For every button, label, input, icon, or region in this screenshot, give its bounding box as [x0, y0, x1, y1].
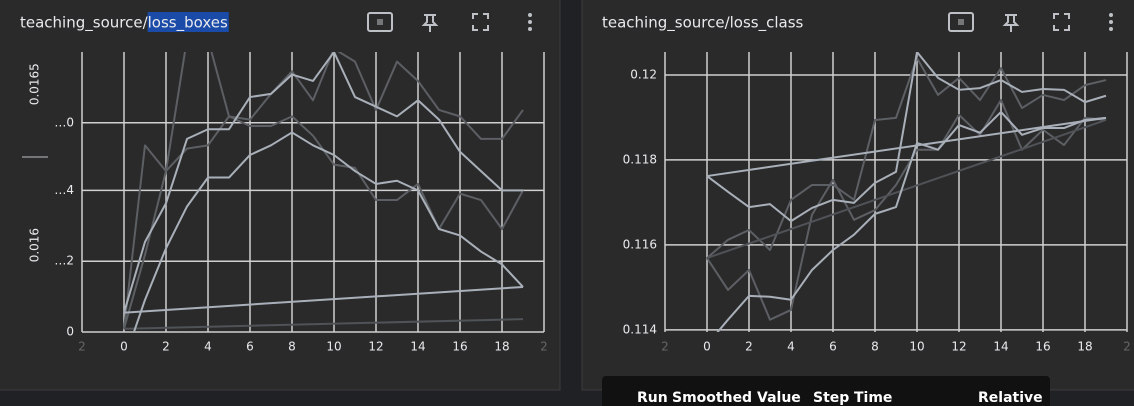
x-tick-label: 8: [288, 340, 296, 354]
toolbar: [367, 12, 1113, 32]
series-line: [706, 52, 1107, 223]
column-header: Step: [813, 390, 849, 406]
fit-domain-button[interactable]: [948, 12, 974, 32]
x-tick-label: 10: [909, 340, 924, 354]
x-tick-label: 2: [540, 340, 548, 354]
x-tick-label: 12: [951, 340, 966, 354]
series-line: [716, 110, 1107, 332]
x-tick-label: 2: [745, 340, 753, 354]
chart: 2 0 2 4 6 8 10 12 14 16 18 2 0.114 0.116 0.118 0.12: [623, 52, 1131, 354]
x-tick-label: 8: [871, 340, 879, 354]
x-tick-label: 6: [246, 340, 254, 354]
series-line: [123, 52, 524, 330]
series-line: [706, 56, 1107, 259]
x-tick-label: 18: [494, 340, 509, 354]
series-line: [123, 52, 523, 313]
y-axis-tick-label: 0.016: [28, 228, 42, 262]
series-group: [706, 52, 1107, 332]
series-line: [123, 285, 524, 314]
x-tick-label: 16: [452, 340, 467, 354]
fullscreen-button[interactable]: [1053, 13, 1070, 31]
tooltip: [602, 376, 1050, 406]
y-tick-label: 0: [66, 325, 74, 339]
x-tick-label: 2: [661, 340, 669, 354]
pin-button[interactable]: [1002, 14, 1020, 32]
x-tick-label: 18: [1077, 340, 1092, 354]
card: [581, 0, 1134, 391]
y-tick-label: …2: [54, 254, 74, 268]
x-tick-label: 4: [204, 340, 212, 354]
column-header: Relative: [978, 390, 1043, 406]
card-title: teaching_source/loss_class: [602, 14, 804, 33]
more-button[interactable]: [1109, 13, 1113, 31]
x-tick-label: 0: [120, 340, 128, 354]
column-header: Time: [854, 390, 892, 406]
x-tick-label: 10: [326, 340, 341, 354]
series-line: [123, 318, 524, 330]
series-line: [706, 116, 1107, 178]
x-tick-label: 14: [993, 340, 1008, 354]
column-header: Smoothed: [672, 390, 752, 406]
x-tick-label: 14: [410, 340, 425, 354]
column-header: Run: [637, 390, 668, 406]
x-tick-label: 6: [829, 340, 837, 354]
y-tick-label: 0.12: [630, 67, 657, 81]
x-tick-label: 16: [1035, 340, 1050, 354]
series-line: [706, 119, 1107, 260]
fit-domain-button[interactable]: [367, 12, 393, 32]
more-button[interactable]: [528, 13, 532, 31]
tooltip-header: Run Smoothed Value Step Time Relative: [637, 390, 1043, 406]
fullscreen-button[interactable]: [472, 13, 489, 31]
x-tick-label: 4: [787, 340, 795, 354]
y-tick-label: …4: [54, 183, 74, 197]
y-axis-tick-label: 0.0165: [28, 63, 42, 105]
y-tick-label: 0.116: [623, 237, 657, 251]
series-line: [132, 131, 524, 332]
y-tick-label: 0.118: [623, 152, 657, 166]
card-title: teaching_source/loss_boxes: [20, 14, 228, 33]
y-tick-label: 0.114: [623, 322, 657, 336]
text-selection: [147, 12, 229, 32]
series-group: [123, 52, 524, 332]
column-header: Value: [757, 390, 801, 406]
series-line: [706, 99, 1107, 321]
x-tick-label: 0: [703, 340, 711, 354]
x-tick-label: 2: [1123, 340, 1131, 354]
x-tick-label: 12: [368, 340, 383, 354]
pin-button[interactable]: [421, 14, 439, 32]
x-tick-label: 2: [162, 340, 170, 354]
x-tick-label: 2: [78, 340, 86, 354]
y-tick-label: …0: [54, 115, 74, 129]
